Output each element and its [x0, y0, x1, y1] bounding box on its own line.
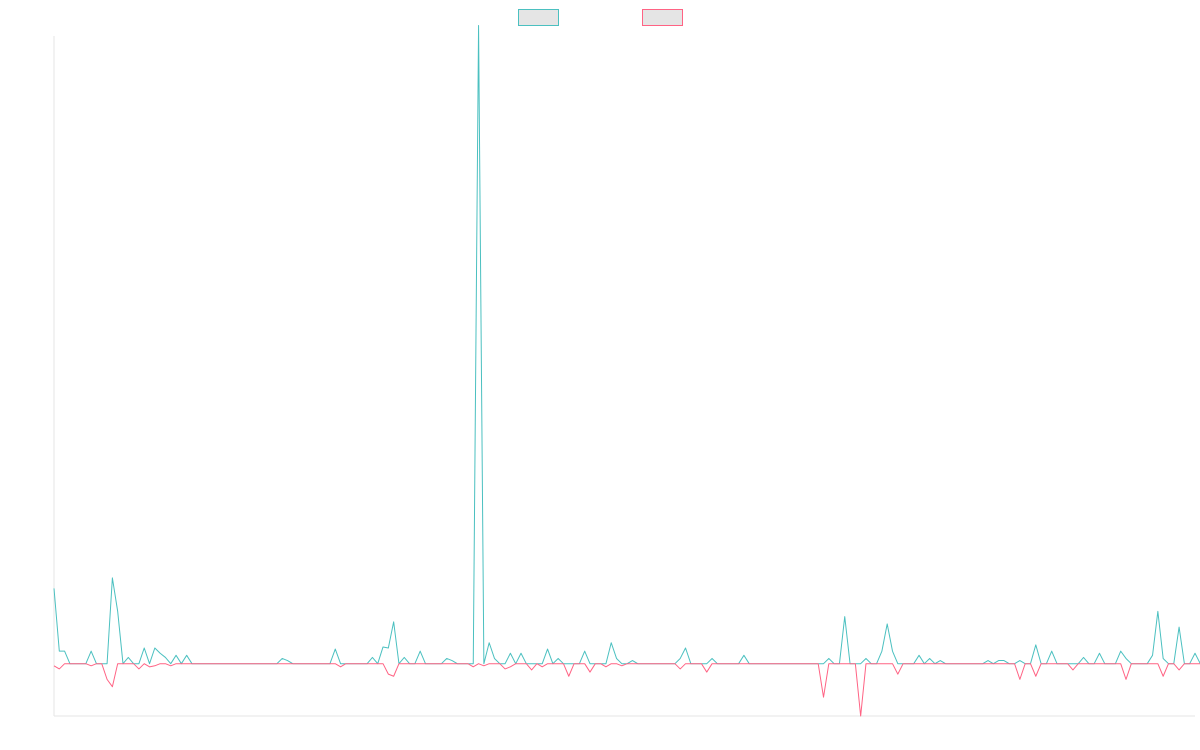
axes — [53, 36, 1195, 717]
legend[interactable] — [518, 9, 683, 26]
legend-swatch-2[interactable] — [642, 9, 683, 26]
series-line-1 — [53, 25, 1200, 665]
series-line-2 — [53, 663, 1200, 717]
series-layer — [53, 25, 1200, 717]
legend-swatch-1[interactable] — [518, 9, 559, 26]
